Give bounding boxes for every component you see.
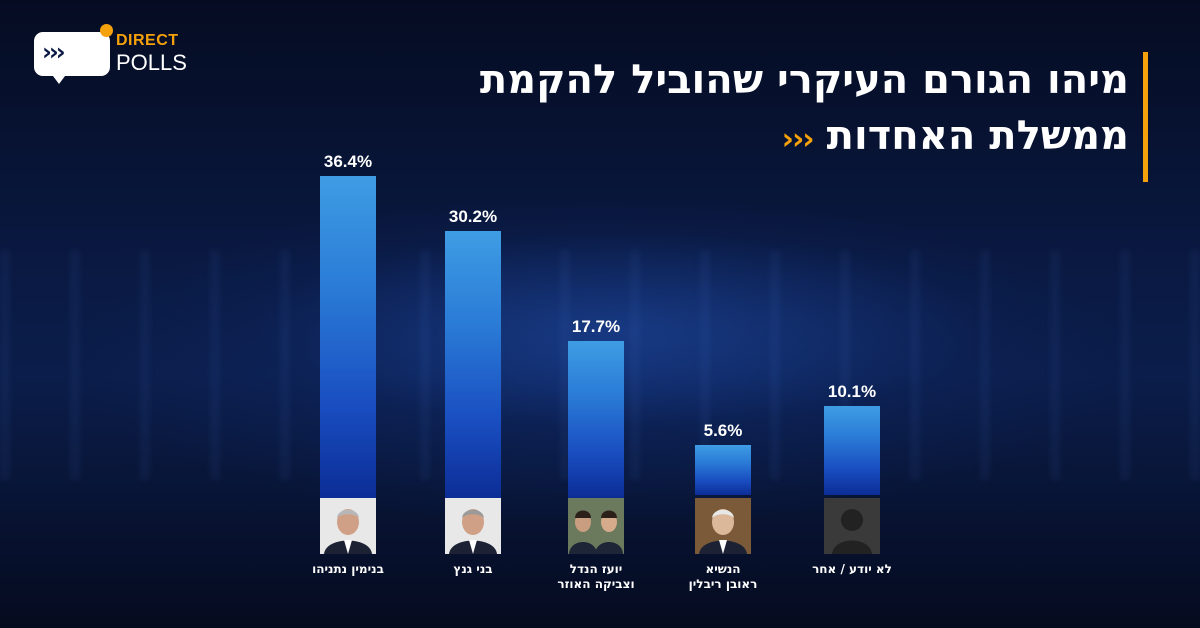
portrait-gantz-icon [445,498,501,554]
category-label: לא יודע / אחר [812,562,892,576]
portrait-netanyahu-icon [320,498,376,554]
unknown-person-icon [824,498,880,554]
bar-value-label: 36.4% [323,152,373,171]
title-line-2: ממשלת האחדות ››› [409,108,1129,168]
category-label: בני גנץ [453,562,493,576]
bar [320,176,376,498]
speech-bubble-tail [50,72,68,84]
bar-value-label: 30.2% [448,207,498,226]
category-label: בנימין נתניהו [312,562,384,576]
category-label: יועז הנדל וצביקה האוזר [557,562,635,591]
bar [568,341,624,498]
title-line-2-text: ממשלת האחדות [826,113,1129,159]
title-line-1: מיהו הגורם העיקרי שהוביל להקמת [479,57,1129,103]
bar [445,231,501,498]
brand-logo: ››› DIRECT POLLS [34,22,187,84]
speech-bubble-icon [34,32,110,76]
brand-direct: DIRECT [116,32,179,49]
arrows-icon: ››› [42,38,66,66]
portrait-hendel-hauser-icon [568,498,624,554]
brand-polls: POLLS [116,50,187,75]
bar [824,406,880,495]
bar [695,445,751,495]
portrait-rivlin-icon [695,498,751,554]
category-label: הנשיא ראובן ריבלין [688,562,758,591]
bar-value-label: 5.6% [703,421,743,440]
chart-title: מיהו הגורם העיקרי שהוביל להקמת ממשלת האח… [409,52,1148,182]
bar-value-label: 10.1% [827,382,877,401]
chevrons-icon: ››› [781,122,815,157]
orange-dot-icon [100,24,113,37]
bar-value-label: 17.7% [571,317,621,336]
